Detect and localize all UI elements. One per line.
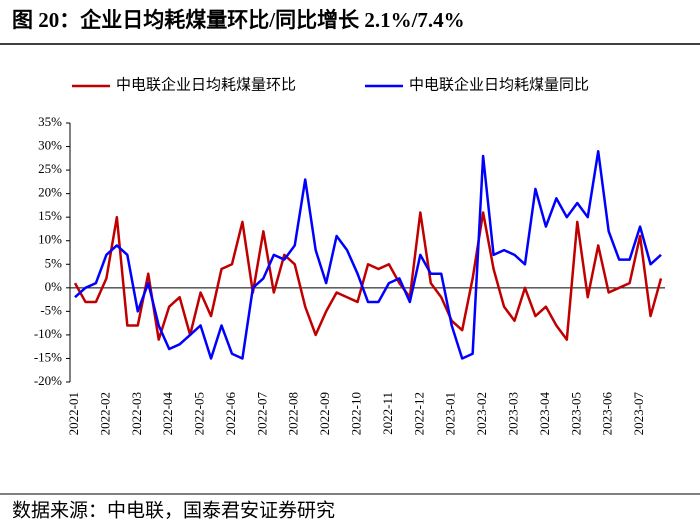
legend-label: 中电联企业日均耗煤量同比 xyxy=(409,75,589,93)
x-tick-label: 2023-04 xyxy=(537,392,552,436)
x-tick-label: 2022-12 xyxy=(411,392,426,435)
series-line xyxy=(74,150,662,360)
x-tick-label: 2022-01 xyxy=(66,392,81,435)
y-tick-label: 35% xyxy=(38,114,62,129)
series-line xyxy=(73,211,663,341)
x-tick-label: 2022-10 xyxy=(349,392,364,435)
x-tick-label: 2023-03 xyxy=(505,392,520,435)
y-tick-label: 25% xyxy=(38,161,62,176)
x-tick-label: 2023-02 xyxy=(474,392,489,435)
x-tick-label: 2022-03 xyxy=(129,392,144,435)
x-tick-label: 2022-05 xyxy=(192,392,207,435)
y-tick-label: -5% xyxy=(40,302,62,317)
source: 数据来源：中电联，国泰君安证券研究 xyxy=(12,499,335,521)
y-tick-label: -15% xyxy=(34,349,62,364)
x-tick-label: 2022-04 xyxy=(160,392,175,436)
x-tick-label: 2022-07 xyxy=(254,392,269,436)
y-tick-label: 10% xyxy=(38,232,62,247)
y-tick-label: -20% xyxy=(34,373,62,388)
y-tick-label: 5% xyxy=(45,255,63,270)
y-tick-label: -10% xyxy=(34,326,62,341)
y-tick-label: 20% xyxy=(38,185,62,200)
x-tick-label: 2023-07 xyxy=(631,392,646,436)
y-tick-label: 0% xyxy=(45,279,63,294)
x-tick-label: 2022-09 xyxy=(317,392,332,435)
x-tick-label: 2022-06 xyxy=(223,392,238,436)
x-tick-label: 2023-01 xyxy=(443,392,458,435)
x-tick-label: 2022-02 xyxy=(97,392,112,435)
x-tick-label: 2023-05 xyxy=(568,392,583,435)
y-tick-label: 30% xyxy=(38,138,62,153)
y-tick-label: 15% xyxy=(38,208,62,223)
legend-label: 中电联企业日均耗煤量环比 xyxy=(116,75,296,93)
x-tick-label: 2023-06 xyxy=(600,392,615,436)
chart-title: 图 20：企业日均耗煤量环比/同比增长 2.1%/7.4% xyxy=(12,8,465,32)
x-tick-label: 2022-11 xyxy=(380,392,395,435)
x-tick-label: 2022-08 xyxy=(286,392,301,435)
